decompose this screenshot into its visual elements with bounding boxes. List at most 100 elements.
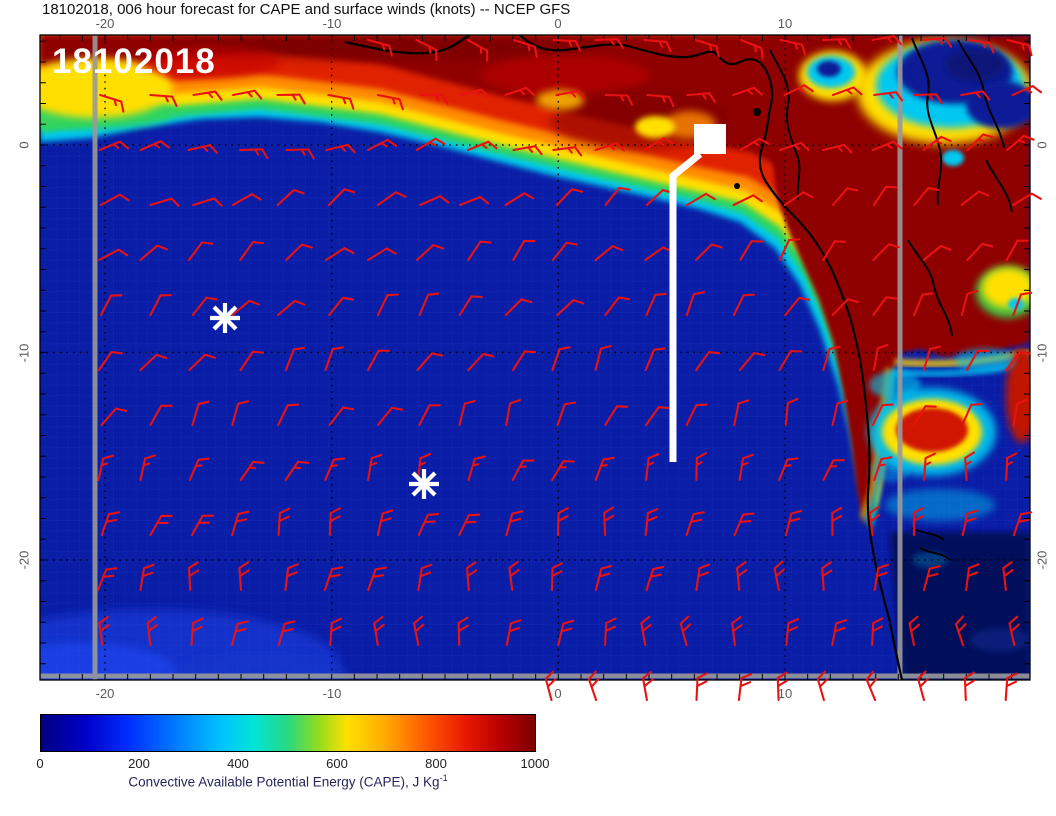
wind-barb — [556, 507, 569, 537]
wind-barb — [505, 398, 521, 427]
wind-barb — [328, 296, 355, 317]
wind-barb — [417, 513, 440, 537]
wind-barb — [779, 141, 810, 152]
wind-barb — [960, 290, 979, 317]
wind-barb — [467, 352, 495, 372]
domain-boundaries — [40, 35, 1030, 680]
wind-barb — [415, 137, 446, 152]
track-line — [669, 151, 703, 462]
wind-barb — [603, 617, 617, 647]
wind-barb — [239, 240, 265, 262]
wind-barb — [917, 670, 929, 702]
wind-barb — [822, 345, 841, 372]
wind-barb — [831, 506, 843, 537]
colorbar-tick-label: 1000 — [520, 756, 550, 771]
wind-barb — [231, 299, 260, 317]
inland-rivers-west — [769, 49, 801, 201]
wind-barb — [466, 140, 498, 152]
wind-barb — [505, 619, 522, 647]
wind-barb — [872, 243, 900, 262]
wind-barb — [418, 404, 441, 427]
wind-barb — [821, 561, 833, 592]
wind-barb — [139, 563, 155, 592]
wind-barb — [557, 619, 575, 647]
wind-barb — [96, 567, 118, 592]
wind-barb — [594, 344, 612, 372]
colorbar-caption: Convective Available Potential Energy (C… — [128, 773, 448, 790]
wind-barb — [871, 140, 903, 152]
wind-barb — [99, 294, 123, 317]
wind-barb — [822, 143, 853, 154]
wind-barb — [685, 403, 708, 427]
wind-barb — [231, 510, 250, 537]
wind-barb — [739, 38, 764, 60]
wind-barb — [1008, 615, 1020, 647]
wind-barb — [778, 238, 801, 262]
se-feature-core — [896, 408, 968, 452]
wind-barb — [458, 399, 476, 427]
wind-barb — [865, 670, 878, 702]
wind-barb — [512, 38, 538, 58]
wind-barb — [366, 247, 397, 262]
wind-barb — [822, 240, 847, 262]
wind-barb — [285, 148, 315, 160]
wind-barb — [784, 509, 803, 537]
wind-barb — [192, 90, 223, 101]
wind-barb — [328, 507, 341, 537]
wind-barb — [1012, 291, 1033, 317]
wind-barb — [149, 294, 172, 317]
wind-barb — [231, 193, 262, 207]
wind-barb — [831, 619, 848, 647]
wind-barb — [149, 93, 178, 108]
wind-barb — [645, 405, 671, 427]
wind-barb — [327, 188, 356, 207]
wind-barb — [871, 35, 902, 46]
wind-barb — [458, 195, 490, 207]
island-sao-tome — [734, 183, 740, 189]
wind-barb — [736, 561, 748, 592]
wind-barb — [277, 620, 296, 647]
wind-barb — [643, 137, 674, 152]
wind-barb — [960, 90, 991, 101]
wind-barb — [376, 191, 407, 207]
colorbar-tick-label: 400 — [227, 756, 249, 771]
wind-barb — [190, 514, 214, 537]
axis-tick-label: 0 — [554, 686, 562, 701]
axis-tick-label: 0 — [1034, 141, 1050, 149]
wind-barb — [284, 460, 310, 482]
west-edge-yellow-pocket — [40, 58, 173, 118]
wind-barb — [324, 346, 344, 372]
wind-barb — [239, 350, 265, 372]
wind-barb — [512, 145, 543, 156]
wind-barb — [922, 135, 952, 152]
wind-barb — [733, 399, 750, 427]
wind-barb — [966, 133, 995, 152]
wind-barb — [1012, 511, 1033, 537]
axis-tick-label: -10 — [16, 343, 32, 363]
asterisk-marker-2 — [409, 469, 439, 499]
wind-barb — [276, 189, 305, 207]
wind-barb — [646, 93, 675, 108]
wind-barb — [231, 400, 250, 427]
wind-barb — [457, 616, 469, 647]
wind-barb — [191, 400, 210, 427]
wind-barb — [376, 509, 394, 537]
wind-barb — [187, 561, 200, 592]
wind-barb — [149, 404, 173, 427]
wind-barb — [276, 93, 306, 105]
wind-barb — [149, 514, 173, 537]
wind-barb — [323, 566, 344, 592]
wind-barbs — [96, 35, 1043, 702]
wind-barb — [685, 192, 716, 207]
wind-barb — [1005, 452, 1018, 482]
wind-barb — [556, 401, 577, 427]
wind-barb — [922, 37, 953, 48]
axis-tick-label: -10 — [1034, 343, 1050, 363]
wind-barb — [779, 38, 807, 56]
wind-barb — [100, 407, 128, 427]
wind-barb — [965, 563, 980, 592]
wind-barb — [376, 406, 403, 427]
wind-barb — [139, 353, 168, 372]
wind-barb — [552, 38, 582, 52]
